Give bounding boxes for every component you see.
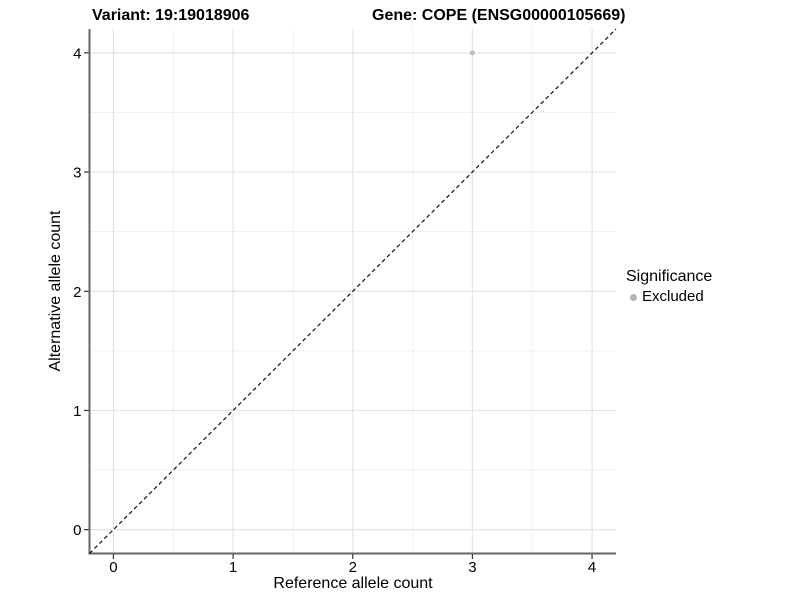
x-tick-label: 2 — [349, 559, 357, 576]
plot-title-gene: Gene: COPE (ENSG00000105669) — [372, 7, 626, 24]
plot-title-variant: Variant: 19:19018906 — [92, 7, 250, 24]
legend-item-excluded: Excluded — [626, 287, 712, 307]
y-axis-title: Alternative allele count — [47, 210, 64, 372]
x-tick-label: 1 — [229, 559, 237, 576]
legend-item-label: Excluded — [642, 288, 704, 305]
y-tick-label: 1 — [73, 403, 81, 420]
y-tick-label: 2 — [73, 284, 81, 301]
y-tick-label: 3 — [73, 165, 81, 182]
x-tick-label: 0 — [109, 559, 117, 576]
y-tick-label: 4 — [73, 45, 81, 62]
legend-title: Significance — [626, 268, 713, 285]
x-tick-label: 3 — [468, 559, 476, 576]
y-tick-label: 0 — [73, 522, 81, 539]
data-point — [469, 50, 476, 56]
x-tick-label: 4 — [588, 559, 596, 576]
legend: Significance Excluded — [626, 267, 712, 307]
x-axis-title: Reference allele count — [273, 575, 433, 592]
legend-point-icon — [630, 293, 637, 301]
identity-line — [89, 28, 617, 554]
